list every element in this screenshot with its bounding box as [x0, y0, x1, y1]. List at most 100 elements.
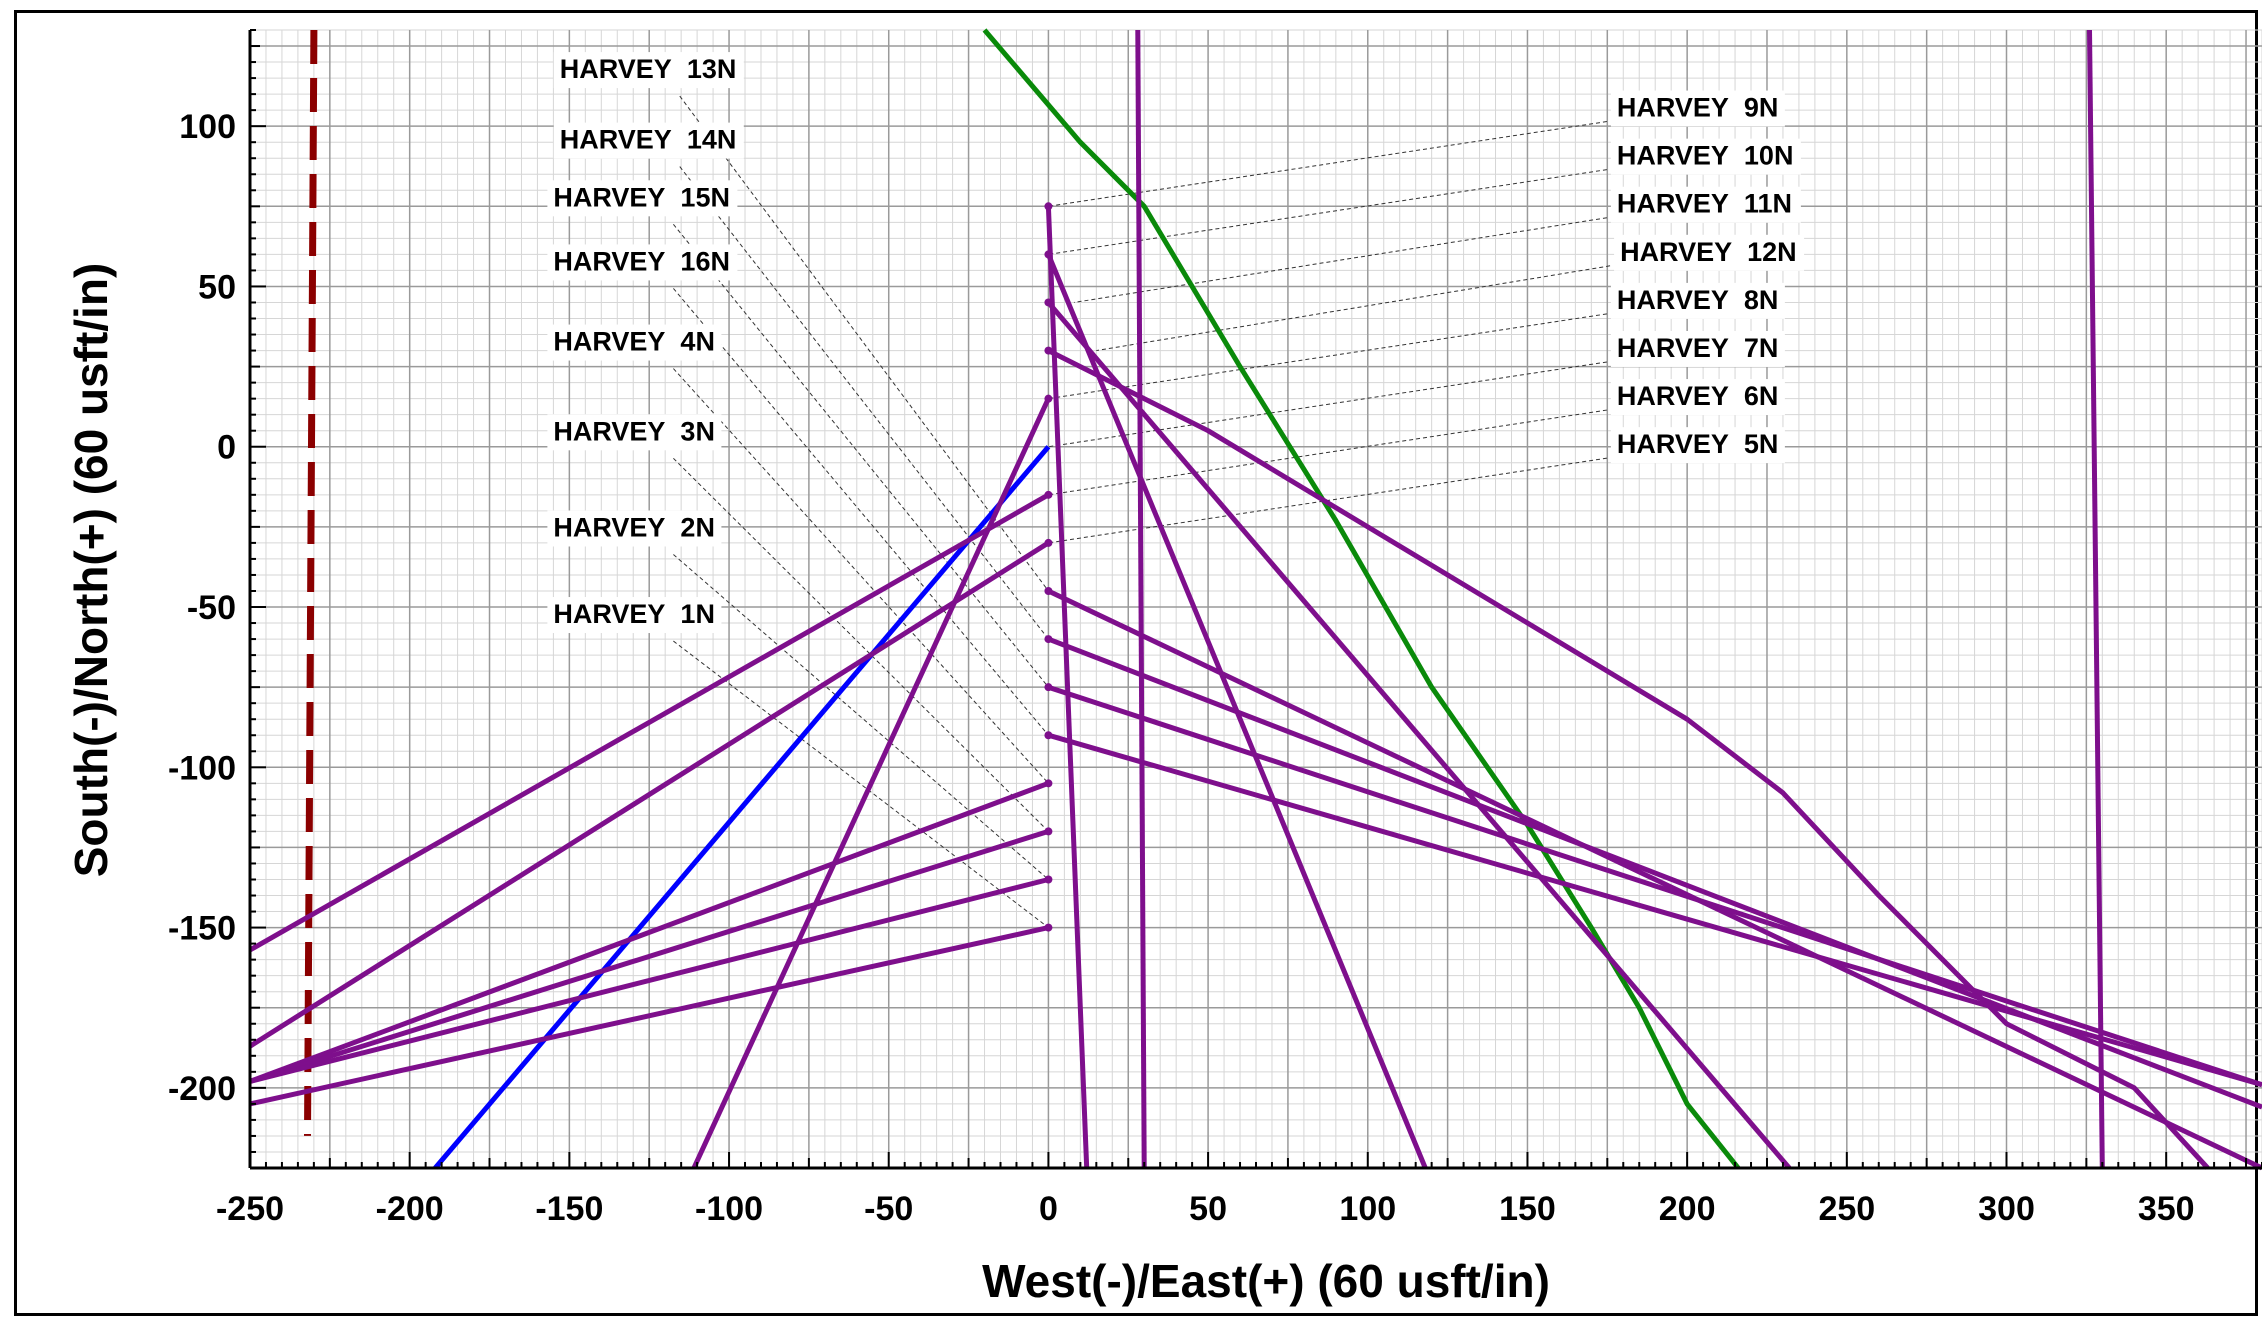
surface-location-dot: [1044, 394, 1053, 403]
x-tick-label: -250: [216, 1190, 284, 1228]
surface-location-dot: [1044, 346, 1053, 355]
surface-location-dot: [1044, 250, 1053, 259]
surface-location-dot: [1044, 923, 1053, 932]
well-label: HARVEY 9N: [1617, 93, 1779, 123]
y-tick-label: -100: [168, 749, 236, 787]
x-tick-label: -200: [376, 1190, 444, 1228]
y-tick-label: 0: [217, 429, 236, 467]
y-tick-label: -150: [168, 910, 236, 948]
series-line-19: [1047, 732, 2262, 1088]
series-line-8: [249, 829, 1050, 1084]
series-line-10: [249, 925, 1049, 1107]
series-line-0: [433, 445, 1051, 1170]
x-tick-label: 0: [1039, 1190, 1058, 1228]
series-line-15: [1047, 348, 2210, 1170]
well-label: HARVEY 13N: [560, 54, 737, 84]
well-labels: HARVEY 13N HARVEY 14N HARVEY 15N HARVEY 16N…: [547, 52, 1805, 634]
label-leader-line: [1048, 121, 1607, 207]
series-line-6: [248, 540, 1050, 1049]
label-background: [1610, 186, 1801, 223]
surface-location-dot: [1044, 586, 1053, 595]
well-label: HARVEY 12N: [1620, 237, 1797, 267]
surface-location-dot: [1044, 779, 1053, 788]
well-label: HARVEY 2N: [553, 512, 715, 542]
series-layer: [248, 28, 2262, 1171]
chart-frame: [14, 10, 2258, 1316]
well-label: HARVEY 14N: [560, 125, 737, 155]
series-line-4: [2087, 29, 2105, 1169]
well-label: HARVEY 4N: [553, 327, 715, 357]
well-label: HARVEY 6N: [1617, 381, 1779, 411]
surface-location-dot: [1044, 538, 1053, 547]
x-tick-label: 200: [1659, 1190, 1716, 1228]
series-line-2: [304, 29, 318, 1136]
well-label: HARVEY 8N: [1617, 285, 1779, 315]
label-background: [1610, 90, 1785, 127]
y-axis-title: South(-)/North(+) (60 usft/in): [65, 263, 117, 878]
label-leader-line: [1048, 313, 1607, 400]
label-background: [1610, 330, 1785, 367]
surface-location-dot: [1044, 875, 1053, 884]
x-tick-label: 100: [1339, 1190, 1396, 1228]
y-tick-label: -200: [168, 1070, 236, 1108]
well-label: HARVEY 5N: [1617, 429, 1779, 459]
x-tick-label: -50: [864, 1190, 913, 1228]
series-line-1: [982, 28, 1741, 1170]
series-line-16: [1047, 588, 2262, 1171]
series-line-11: [691, 397, 1051, 1170]
label-background: [547, 324, 722, 361]
label-background: [1610, 427, 1785, 464]
label-background: [553, 52, 744, 89]
x-tick-label: 150: [1499, 1190, 1556, 1228]
label-background: [547, 180, 738, 217]
series-line-5: [248, 492, 1050, 953]
well-label: HARVEY 11N: [1617, 189, 1792, 219]
series-line-3: [1135, 29, 1147, 1169]
series-line-7: [249, 780, 1050, 1084]
well-label: HARVEY 3N: [553, 416, 715, 446]
x-tick-label: 250: [1818, 1190, 1875, 1228]
series-line-12: [1045, 206, 1090, 1169]
plot-axes: [248, 29, 2262, 1170]
surface-location-dot: [1044, 635, 1053, 644]
label-background: [547, 597, 722, 634]
label-leader-line: [673, 368, 1049, 784]
label-background: [547, 414, 722, 451]
well-label: HARVEY 1N: [553, 599, 715, 629]
series-line-14: [1046, 300, 1792, 1170]
x-tick-label: 350: [2138, 1190, 2195, 1228]
label-background: [547, 244, 738, 281]
series-line-18: [1047, 684, 2262, 1088]
x-tick-label: -150: [535, 1190, 603, 1228]
well-label: HARVEY 15N: [553, 182, 730, 212]
series-line-9: [249, 877, 1050, 1084]
label-background: [547, 510, 722, 547]
surface-location-dot: [1044, 202, 1053, 211]
surface-location-dot: [1044, 731, 1053, 740]
surface-location-dot: [1044, 490, 1053, 499]
label-leader-line: [673, 223, 1049, 688]
label-background: [1610, 138, 1801, 175]
label-leader-line: [1096, 265, 1611, 352]
well-label: HARVEY 7N: [1617, 333, 1779, 363]
y-tick-label: 50: [198, 268, 236, 306]
label-leader-line: [673, 554, 1049, 880]
y-tick-label: -50: [187, 589, 236, 627]
label-leader-line: [1073, 217, 1607, 303]
series-line-17: [1047, 636, 2262, 1110]
tick-labels: -250 -200 -150 -100 -50 0 50 100 150 200 250 300 350…: [168, 108, 2195, 1228]
label-background: [553, 122, 744, 159]
label-leader-line: [679, 95, 1049, 592]
x-tick-label: 50: [1189, 1190, 1227, 1228]
label-leader-line: [1048, 169, 1607, 255]
x-tick-label: -100: [695, 1190, 763, 1228]
surface-location-dot: [1044, 298, 1053, 307]
label-background: [1610, 379, 1785, 416]
surface-location-dot: [1044, 683, 1053, 692]
y-tick-label: 100: [179, 108, 236, 146]
well-label: HARVEY 10N: [1617, 141, 1794, 171]
label-background: [1610, 282, 1785, 319]
label-leader-line: [673, 640, 1049, 928]
surface-location-dot: [1044, 827, 1053, 836]
